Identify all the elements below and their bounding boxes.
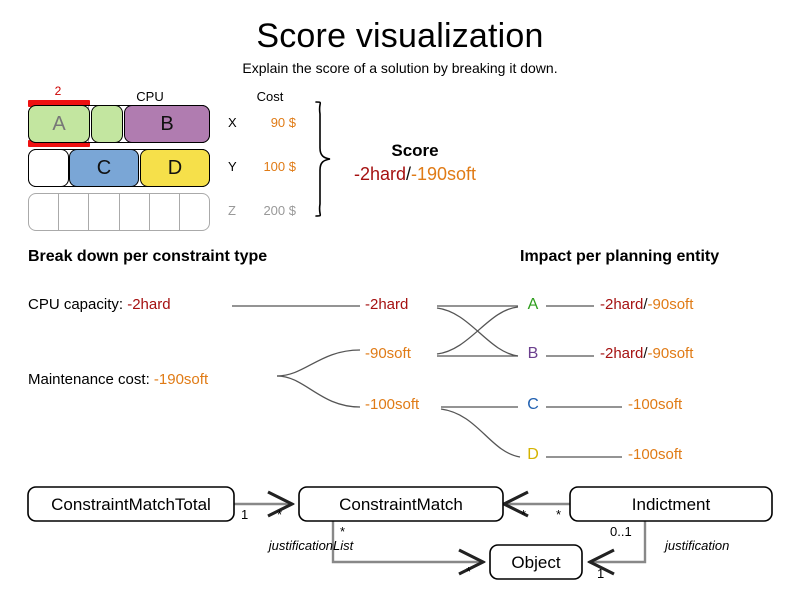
impact-b-hard: -2hard	[600, 345, 644, 362]
constraint-match-100soft[interactable]: -100soft	[365, 396, 420, 413]
process-block-a[interactable]: A	[28, 105, 90, 143]
uml-mult-indictment-object-target: 1	[597, 566, 604, 581]
uml-box-constraint-match-total	[27, 486, 235, 522]
track-cell	[59, 194, 90, 230]
constraint-match-90soft[interactable]: -90soft	[365, 345, 411, 362]
uml-box-constraint-match	[298, 486, 504, 522]
track-cell	[150, 194, 180, 230]
process-block-b[interactable]: B	[124, 105, 210, 143]
uml-mult-cm-object-source: *	[340, 524, 345, 539]
constraint-cpu-capacity[interactable]: CPU capacity: -2hard	[28, 296, 171, 313]
process-block-c[interactable]: C	[69, 149, 139, 187]
edge-maint-to-90soft	[276, 349, 361, 377]
constraint-maint-label: Maintenance cost:	[28, 371, 154, 388]
uml-label-constraint-match-total: ConstraintMatchTotal	[51, 495, 211, 514]
uml-mult-indictment-object-source: 0..1	[610, 524, 632, 539]
edge-90soft-to-a	[436, 306, 519, 355]
constraint-match-2hard[interactable]: -2hard	[365, 296, 409, 313]
edge-100soft-to-d	[440, 408, 521, 458]
edge-cm-to-object	[331, 519, 483, 562]
uml-mult-cm-object-target: *	[466, 564, 471, 579]
track-cell	[29, 194, 60, 230]
uml-box-object	[489, 544, 583, 580]
impact-section-heading: Impact per planning entity	[520, 248, 720, 265]
machine-track-z	[28, 193, 210, 231]
overflow-bar-bottom	[28, 140, 90, 147]
uml-mult-cmt-target: *	[277, 507, 282, 522]
entity-d[interactable]: D	[527, 446, 539, 463]
uml-label-constraint-match: ConstraintMatch	[339, 495, 463, 514]
process-block-a-spill[interactable]	[91, 105, 123, 143]
constraint-cpu-value: -2hard	[127, 296, 171, 313]
score-separator: /	[405, 164, 411, 184]
impact-b-soft: -90soft	[647, 345, 694, 362]
uml-class-diagram: ConstraintMatchTotal ConstraintMatch Ind…	[27, 486, 773, 581]
uml-label-object: Object	[511, 553, 560, 572]
uml-mult-indictment-cm-source: *	[556, 507, 561, 522]
page-subtitle: Explain the score of a solution by break…	[242, 60, 558, 76]
breakdown-section-heading: Break down per constraint type	[28, 248, 268, 265]
track-cell	[120, 194, 150, 230]
uml-label-indictment: Indictment	[632, 495, 711, 514]
machine-row-label-y: Y	[228, 159, 237, 174]
edge-indictment-to-object	[590, 519, 647, 562]
score-value: -2hard/-190soft	[320, 164, 510, 185]
uml-mult-indictment-cm-target: *	[521, 507, 526, 522]
track-cell	[89, 194, 120, 230]
overflow-count-badge: 2	[54, 84, 62, 98]
process-block-d[interactable]: D	[140, 149, 210, 187]
impact-a-separator: /	[643, 296, 648, 313]
score-soft-value: -190soft	[411, 164, 477, 184]
impact-a-soft: -90soft	[647, 296, 694, 313]
tree-connectors	[232, 305, 622, 458]
impact-b: -2hard/-90soft	[600, 345, 693, 362]
uml-role-justification-list: justificationList	[267, 538, 355, 553]
score-hard-value: -2hard	[353, 164, 406, 184]
machine-row-label-x: X	[228, 115, 237, 130]
impact-a-hard: -2hard	[600, 296, 644, 313]
entity-a[interactable]: A	[527, 296, 539, 313]
constraint-maint-value: -190soft	[153, 371, 209, 388]
uml-box-indictment	[569, 486, 773, 522]
track-cell	[180, 194, 209, 230]
machine-row-cost-y: 100 $	[263, 159, 296, 174]
entity-b[interactable]: B	[527, 345, 539, 362]
constraint-cpu-label: CPU capacity:	[28, 296, 128, 313]
machine-row-label-z: Z	[228, 203, 236, 218]
impact-d: -100soft	[628, 446, 683, 463]
edge-maint-to-100soft	[276, 375, 361, 408]
constraint-maintenance-cost[interactable]: Maintenance cost: -190soft	[28, 371, 208, 388]
score-brace	[315, 101, 331, 217]
impact-a: -2hard/-90soft	[600, 296, 693, 313]
score-title: Score	[391, 141, 439, 160]
impact-b-separator: /	[643, 345, 648, 362]
page-title: Score visualization	[256, 17, 544, 55]
machine-row-cost-x: 90 $	[270, 115, 296, 130]
uml-role-justification: justification	[663, 538, 729, 553]
process-block-empty-y	[28, 149, 69, 187]
machine-row-cost-z: 200 $	[263, 203, 296, 218]
uml-mult-cmt-source: 1	[241, 507, 248, 522]
overflow-bar-top	[28, 100, 90, 107]
cost-column-header: Cost	[256, 89, 284, 104]
machine-diagram: 2 A B X 90 $ C D Y 100 $	[0, 84, 420, 231]
entity-c[interactable]: C	[527, 396, 539, 413]
cpu-column-header: CPU	[136, 89, 164, 104]
impact-c: -100soft	[628, 396, 683, 413]
edge-2hard-to-b	[436, 307, 519, 357]
